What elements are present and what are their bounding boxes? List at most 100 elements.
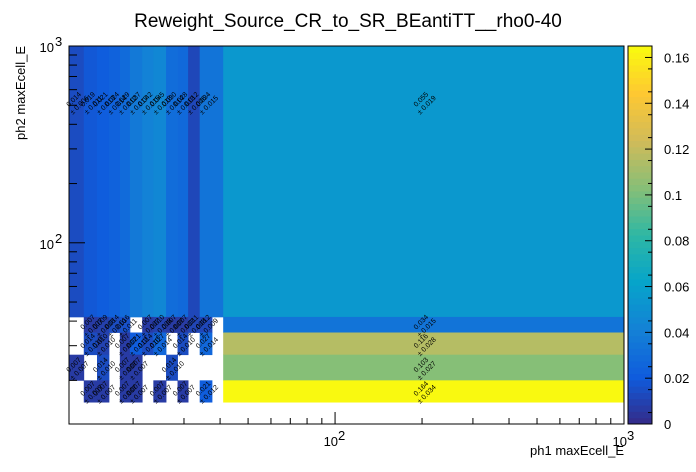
- heatmap-cell: [199, 380, 213, 403]
- heatmap-cell: [108, 46, 121, 318]
- heatmap-cell: [166, 46, 178, 318]
- cell-label: 0.014± 0.010: [161, 357, 186, 382]
- cell-label: 0.014± 0.010: [92, 357, 117, 382]
- colorbar-segment: [628, 209, 652, 217]
- colorbar-segment: [628, 172, 652, 179]
- colorbar-segment: [628, 285, 652, 293]
- colorbar-segment: [628, 291, 652, 299]
- colorbar-segment: [628, 52, 652, 60]
- colorbar-segment: [628, 298, 652, 305]
- colorbar-tick-label: 0.16: [664, 50, 689, 65]
- colorbar-tick-label: 0: [664, 417, 671, 432]
- colorbar-segment: [628, 260, 652, 267]
- heatmap-cell: [166, 354, 178, 381]
- colorbar-segment: [628, 178, 652, 186]
- colorbar-segment: [628, 109, 652, 116]
- x-tick-label: 10: [324, 434, 338, 449]
- heatmap-cell: [108, 316, 121, 333]
- colorbar-segment: [628, 127, 652, 135]
- colorbar-segment: [628, 411, 652, 419]
- colorbar-segment: [628, 272, 652, 280]
- colorbar-segment: [628, 361, 652, 368]
- heatmap-cell: [97, 332, 110, 356]
- colorbar-segment: [628, 367, 652, 375]
- colorbar-segment: [628, 235, 652, 242]
- colorbar-segment: [628, 253, 652, 261]
- heatmap-cell: [129, 354, 143, 381]
- y-tick-exponent: 2: [55, 231, 62, 246]
- colorbar-segment: [628, 115, 652, 123]
- x-axis-ticks: 10 2 10 3: [132, 412, 634, 449]
- cell-label: 0.007± 0.007: [66, 357, 91, 382]
- y-axis-label: ph2 maxEcell_E: [13, 46, 28, 140]
- colorbar-segment: [628, 316, 652, 324]
- y-tick-exponent: 3: [55, 34, 62, 49]
- heatmap-cell: [97, 354, 110, 381]
- heatmap-cell: [97, 46, 110, 318]
- x-tick-exponent: 2: [338, 428, 345, 443]
- heatmap-cell: [69, 354, 85, 381]
- heatmap-cell: [177, 380, 189, 403]
- colorbar-segment: [628, 134, 652, 141]
- heatmap-cell: [97, 316, 110, 333]
- heatmap-cell: [119, 380, 131, 403]
- heatmap-cell: [83, 380, 98, 403]
- heatmap-cell: [83, 46, 98, 318]
- colorbar-segment: [628, 90, 652, 97]
- colorbar-segment: [628, 222, 652, 230]
- colorbar-tick-label: 0.14: [664, 96, 689, 111]
- heatmap-cell: [199, 332, 213, 356]
- colorbar-tick-label: 0.12: [664, 142, 689, 157]
- colorbar-segment: [628, 386, 652, 393]
- colorbar-segment: [628, 96, 652, 104]
- colorbar-segment: [628, 203, 652, 211]
- colorbar-tick-label: 0.06: [664, 280, 689, 295]
- colorbar-segment: [628, 146, 652, 154]
- colorbar-segment: [628, 266, 652, 274]
- heatmap-cell: [97, 380, 110, 403]
- colorbar-tick-label: 0.02: [664, 371, 689, 386]
- colorbar-ticks: 0 0.02 0.04 0.06 0.08 0.1 0.12 0.14 0.16: [645, 50, 689, 432]
- colorbar-segment: [628, 335, 652, 343]
- colorbar-segment: [628, 405, 652, 412]
- heatmap-cell: [119, 316, 131, 333]
- cell-label: 0.007± 0.007: [149, 380, 174, 405]
- colorbar-segment: [628, 228, 652, 236]
- colorbar-segment: [628, 216, 652, 223]
- heatmap-cell: [199, 316, 213, 333]
- colorbar-segment: [628, 153, 652, 160]
- heatmap-cell: [188, 46, 201, 318]
- heatmap-cell: [83, 332, 98, 356]
- colorbar-segment: [628, 83, 652, 91]
- colorbar-tick-label: 0.08: [664, 234, 689, 249]
- colorbar-segment: [628, 46, 652, 53]
- colorbar-frame: [627, 45, 653, 425]
- heatmap-cell: [177, 46, 189, 318]
- heatmap-cell: [177, 332, 189, 356]
- heatmap-cell: [153, 332, 167, 356]
- y-tick-label: 10: [40, 237, 54, 252]
- heatmap-cell: [223, 380, 625, 403]
- colorbar-segment: [628, 71, 652, 78]
- colorbar-tick-label: 0.1: [664, 188, 682, 203]
- colorbar-segment: [628, 58, 652, 66]
- heatmap-cell: [223, 46, 625, 318]
- colorbar-segment: [628, 354, 652, 362]
- heatmap-cell: [69, 46, 85, 318]
- x-axis-label: ph1 maxEcell_E: [530, 443, 624, 458]
- colorbar-segment: [628, 159, 652, 167]
- heatmap-cell: [223, 316, 625, 333]
- heatmap-cell: [199, 46, 213, 318]
- heatmap-cell: [166, 316, 178, 333]
- heatmap-cells: [69, 46, 625, 403]
- colorbar-segment: [628, 310, 652, 318]
- colorbar-segment: [628, 77, 652, 85]
- y-tick-label: 10: [40, 40, 54, 55]
- heatmap-cell: [211, 46, 224, 318]
- heatmap-cell: [177, 316, 189, 333]
- colorbar-segment: [628, 348, 652, 356]
- colorbar-segment: [628, 197, 652, 204]
